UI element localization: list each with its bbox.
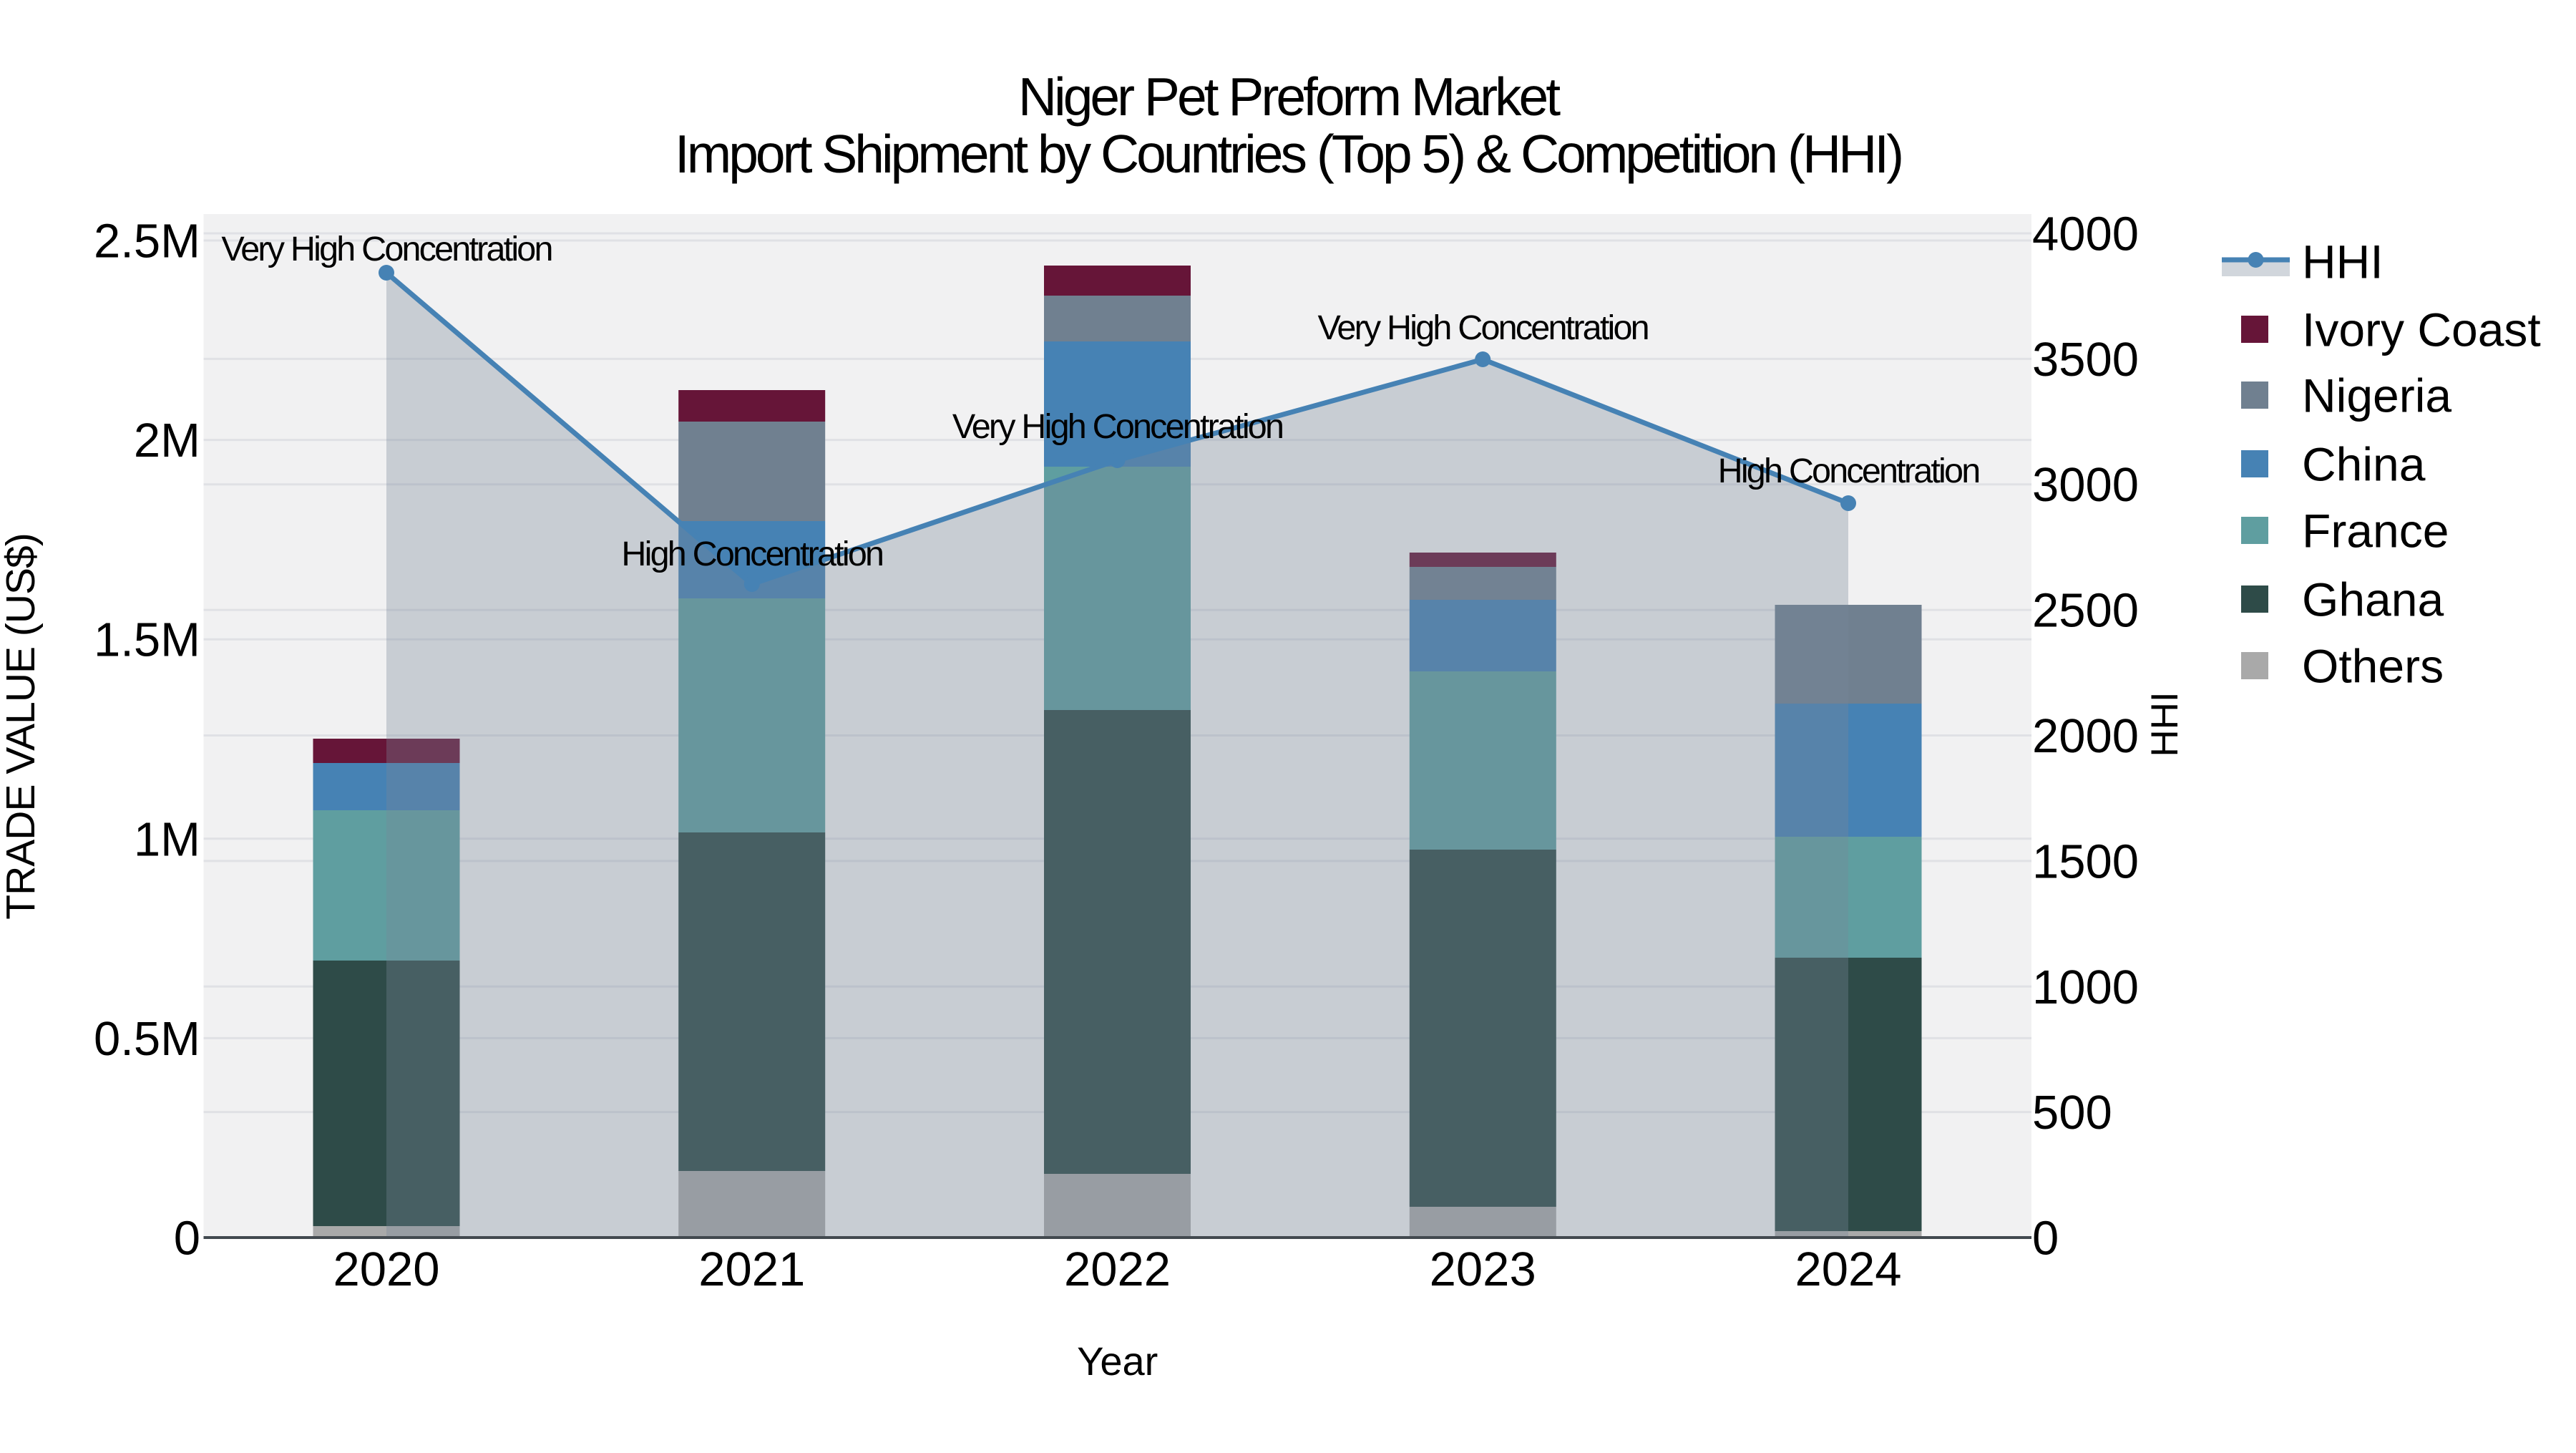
svg-text:1500: 1500 [2032,835,2139,888]
svg-text:2000: 2000 [2032,709,2139,763]
svg-text:2024: 2024 [1795,1243,1901,1296]
svg-text:Import Shipment by Countries (: Import Shipment by Countries (Top 5) & C… [675,124,1901,184]
svg-text:3000: 3000 [2032,458,2139,512]
svg-text:1000: 1000 [2032,961,2139,1014]
svg-text:Very High Concentration: Very High Concentration [221,230,551,268]
svg-text:Nigeria: Nigeria [2302,369,2451,422]
svg-text:High Concentration: High Concentration [1718,452,1979,490]
svg-text:TRADE VALUE (US$): TRADE VALUE (US$) [0,533,44,919]
svg-text:Ivory Coast: Ivory Coast [2302,303,2541,356]
svg-text:Others: Others [2302,640,2444,693]
svg-text:France: France [2302,505,2449,558]
svg-text:Niger Pet Preform Market: Niger Pet Preform Market [1018,67,1561,127]
svg-text:Very High Concentration: Very High Concentration [952,407,1282,446]
svg-text:3500: 3500 [2032,333,2139,387]
svg-text:2023: 2023 [1430,1243,1536,1296]
svg-text:China: China [2302,438,2426,491]
svg-text:0: 0 [2032,1212,2059,1265]
svg-text:0: 0 [174,1212,200,1265]
svg-text:2.5M: 2.5M [94,215,200,268]
svg-text:2020: 2020 [333,1243,439,1296]
svg-text:Very High Concentration: Very High Concentration [1318,308,1648,347]
svg-text:HHI: HHI [2302,235,2384,288]
svg-text:Year: Year [1077,1338,1158,1384]
svg-text:4000: 4000 [2032,208,2139,261]
svg-text:1M: 1M [134,812,200,866]
svg-text:High Concentration: High Concentration [621,535,882,573]
svg-text:500: 500 [2032,1086,2112,1139]
svg-text:HHI: HHI [2144,691,2186,757]
svg-text:2022: 2022 [1064,1243,1171,1296]
svg-text:1.5M: 1.5M [94,613,200,667]
svg-text:2M: 2M [134,414,200,467]
svg-text:2021: 2021 [698,1243,805,1296]
svg-text:2500: 2500 [2032,584,2139,638]
svg-text:0.5M: 0.5M [94,1012,200,1066]
svg-text:Ghana: Ghana [2302,573,2444,626]
